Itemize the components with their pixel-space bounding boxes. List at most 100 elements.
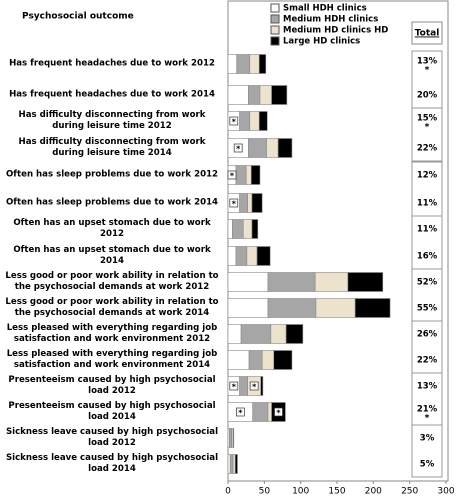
annotation-box	[229, 381, 239, 391]
bar-segment	[227, 246, 237, 266]
bar-segment	[354, 298, 391, 318]
category-label: Sickness leave caused by high psychosoci…	[5, 453, 219, 474]
bar-segment	[227, 298, 269, 318]
total-label: 21%	[417, 405, 438, 415]
bar-segment	[273, 350, 293, 370]
total-label: 3%	[420, 434, 435, 444]
bar-segment	[240, 324, 272, 344]
annotation-box	[229, 116, 239, 126]
bar-segment	[232, 428, 235, 448]
bar-segment	[258, 111, 268, 131]
column-header: Psychosocial outcome	[22, 12, 134, 22]
annotation: *	[276, 409, 281, 418]
total-header-box	[411, 21, 443, 45]
bar-segment	[248, 85, 261, 105]
bar-segment	[315, 298, 356, 318]
annotation-box	[249, 381, 259, 391]
x-tick-label: 0	[225, 487, 231, 497]
bar-segment	[251, 219, 259, 239]
bar-segment	[227, 272, 269, 292]
bar-segment	[248, 138, 267, 158]
bar-segment	[227, 219, 233, 239]
total-box	[411, 372, 443, 426]
x-tick-label: 50	[259, 487, 271, 497]
legend-swatch	[270, 36, 280, 46]
legend-swatch	[270, 25, 280, 35]
annotation: *	[236, 145, 241, 154]
annotation-box	[236, 407, 245, 417]
bar-segment	[277, 138, 293, 158]
annotation-box	[227, 170, 237, 180]
annotation: *	[232, 200, 237, 209]
x-tick-label: 200	[365, 487, 382, 497]
category-label: Often has sleep problems due to work 201…	[5, 197, 219, 208]
total-box	[411, 107, 443, 162]
total-label: 22%	[417, 144, 438, 154]
bar-segment	[270, 324, 287, 344]
bar-segment	[249, 54, 260, 74]
plot-frame	[227, 0, 449, 482]
bar-segment	[246, 246, 258, 266]
x-tick-label: 150	[328, 487, 345, 497]
category-label: Presenteeism caused by high psychosocial…	[8, 375, 216, 396]
total-note: *	[425, 66, 430, 76]
legend-swatch	[270, 14, 280, 24]
bar-segment	[229, 428, 232, 448]
bar-segment	[271, 85, 288, 105]
bar-segment	[252, 402, 269, 422]
bar-segment	[248, 350, 263, 370]
total-label: 11%	[417, 199, 438, 209]
bar-segment	[239, 111, 251, 131]
total-label: 12%	[417, 171, 438, 181]
category-label: Has frequent headaches due to work 2014	[9, 89, 215, 100]
bar-segment	[267, 402, 272, 422]
bar-segment	[239, 193, 248, 213]
bar-segment	[249, 111, 260, 131]
total-label: 20%	[417, 91, 438, 101]
annotation: *	[238, 409, 243, 418]
category-label: Less good or poor work ability in relati…	[5, 297, 219, 318]
total-label: 16%	[417, 252, 438, 262]
annotation-box	[233, 143, 243, 153]
total-box	[411, 161, 443, 217]
total-header: Total	[415, 29, 440, 39]
bar-segment	[259, 85, 272, 105]
bar-segment	[227, 350, 250, 370]
bar-segment	[347, 272, 384, 292]
bar-segment	[227, 324, 242, 344]
total-label: 13%	[417, 57, 438, 67]
bar-segment	[267, 272, 316, 292]
bar-segment	[232, 219, 244, 239]
bar-segment	[247, 193, 253, 213]
total-box	[411, 215, 443, 270]
bar-segment	[227, 454, 231, 474]
legend-label: Large HD clinics	[283, 37, 360, 47]
bar-segment	[227, 54, 238, 74]
total-label: 5%	[420, 460, 435, 470]
bar-segment	[227, 85, 249, 105]
annotation: *	[252, 383, 257, 392]
x-tick-label: 300	[437, 487, 454, 497]
total-label: 22%	[417, 356, 438, 366]
bar-segment	[235, 165, 247, 185]
legend-swatch	[270, 3, 280, 13]
total-box	[411, 424, 443, 478]
category-label: Less good or poor work ability in relati…	[5, 271, 219, 292]
category-label: Has frequent headaches due to work 2012	[9, 58, 215, 69]
x-tick-label: 250	[401, 487, 418, 497]
legend-label: Small HDH clinics	[283, 4, 367, 14]
bar-segment	[260, 376, 264, 396]
category-label: Has difficulty disconnecting from work d…	[18, 110, 206, 131]
bar-segment	[258, 54, 267, 74]
total-label: 55%	[417, 304, 438, 314]
annotation: *	[232, 383, 237, 392]
category-label: Less pleased with everything regarding j…	[6, 349, 218, 370]
category-label: Often has an upset stomach due to work 2…	[13, 218, 211, 239]
category-label: Less pleased with everything regarding j…	[6, 323, 218, 344]
bar-segment	[267, 298, 317, 318]
total-label: 13%	[417, 382, 438, 392]
annotation-box	[229, 198, 239, 208]
bar-segment	[236, 54, 251, 74]
category-label: Presenteeism caused by high psychosocial…	[8, 401, 216, 422]
